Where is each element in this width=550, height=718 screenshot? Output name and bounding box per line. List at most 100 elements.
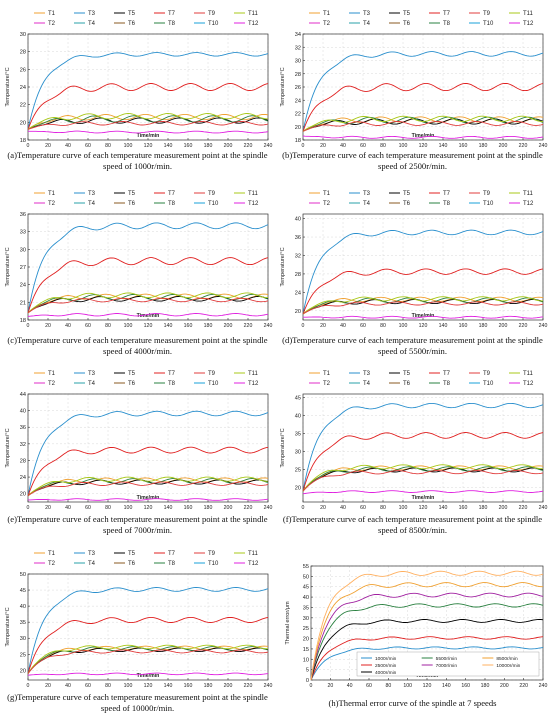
x-tick-label: 140 bbox=[164, 143, 173, 149]
x-tick-label: 240 bbox=[264, 505, 273, 511]
x-tick-label: 40 bbox=[65, 683, 71, 689]
y-axis-label: Temperature/°C bbox=[5, 247, 11, 286]
x-tick-label: 240 bbox=[264, 323, 273, 329]
x-tick-label: 160 bbox=[459, 505, 468, 511]
legend-label: T9 bbox=[208, 551, 216, 557]
x-axis-label: Time/min bbox=[412, 313, 435, 319]
x-tick-label: 220 bbox=[519, 323, 528, 329]
x-tick-label: 80 bbox=[385, 683, 391, 689]
x-tick-label: 20 bbox=[320, 143, 326, 149]
y-tick-label: 20 bbox=[295, 486, 301, 492]
series-line-2500r-min bbox=[310, 636, 544, 681]
x-tick-label: 240 bbox=[539, 505, 548, 511]
series-line-T12 bbox=[27, 130, 269, 134]
series-line-T11 bbox=[27, 476, 268, 497]
y-tick-label: 28 bbox=[295, 72, 301, 78]
x-tick-label: 160 bbox=[459, 323, 468, 329]
series-line-T1 bbox=[27, 113, 269, 130]
x-tick-label: 180 bbox=[479, 323, 488, 329]
series-line-T9 bbox=[27, 649, 269, 674]
series-line-T7 bbox=[302, 432, 544, 492]
series-line-T1 bbox=[302, 465, 544, 492]
legend-label: T1 bbox=[323, 371, 331, 377]
legend-label: T4 bbox=[88, 561, 96, 567]
legend-label: 1000r/min bbox=[375, 656, 397, 662]
x-tick-label: 220 bbox=[244, 323, 253, 329]
series-line-T7 bbox=[302, 268, 544, 315]
y-tick-label: 22 bbox=[20, 103, 26, 109]
x-axis-label: Time/min bbox=[137, 313, 160, 319]
x-tick-label: 60 bbox=[85, 683, 91, 689]
y-tick-label: 26 bbox=[295, 85, 301, 91]
legend-label: T5 bbox=[403, 371, 411, 377]
legend-label: T12 bbox=[523, 381, 534, 387]
y-tick-label: 30 bbox=[20, 636, 26, 642]
series-line-T12 bbox=[27, 672, 269, 676]
legend-label: T8 bbox=[443, 201, 451, 207]
series-line-T9 bbox=[27, 297, 269, 314]
x-tick-label: 40 bbox=[340, 505, 346, 511]
x-tick-label: 160 bbox=[184, 143, 193, 149]
legend-label: T11 bbox=[248, 551, 259, 557]
y-tick-label: 20 bbox=[20, 492, 26, 498]
series-line-T3 bbox=[27, 587, 269, 674]
legend-label: T11 bbox=[248, 11, 259, 17]
x-axis-label: Time/min bbox=[412, 133, 435, 139]
caption-a: (a)Temperature curve of each temperature… bbox=[7, 150, 268, 171]
y-tick-label: 24 bbox=[20, 85, 26, 91]
x-tick-label: 60 bbox=[360, 505, 366, 511]
y-tick-label: 22 bbox=[295, 112, 301, 118]
legend-label: T1 bbox=[48, 11, 56, 17]
x-tick-label: 0 bbox=[302, 143, 305, 149]
series-line-1000r-min bbox=[310, 646, 544, 681]
legend-label: 4000r/min bbox=[375, 670, 397, 676]
y-tick-label: 28 bbox=[20, 50, 26, 56]
y-axis-label: Temperature/°C bbox=[5, 67, 11, 106]
y-tick-label: 27 bbox=[20, 265, 26, 271]
series-line-T9 bbox=[302, 470, 544, 492]
series-line-T7 bbox=[27, 83, 269, 130]
x-tick-label: 140 bbox=[439, 143, 448, 149]
series-line-T8 bbox=[27, 646, 269, 674]
y-tick-label: 40 bbox=[295, 414, 301, 420]
x-tick-label: 220 bbox=[244, 683, 253, 689]
legend-label: T2 bbox=[323, 381, 331, 387]
x-tick-label: 120 bbox=[423, 683, 432, 689]
y-tick-label: 20 bbox=[303, 637, 309, 643]
legend-label: T6 bbox=[128, 21, 136, 27]
y-tick-label: 21 bbox=[20, 300, 26, 306]
legend-label: T8 bbox=[443, 21, 451, 27]
x-tick-label: 240 bbox=[539, 683, 548, 689]
y-tick-label: 15 bbox=[303, 647, 309, 653]
series-line-T7 bbox=[302, 82, 544, 132]
series-line-T11 bbox=[27, 113, 268, 130]
x-tick-label: 200 bbox=[224, 505, 233, 511]
series-line-T8 bbox=[27, 115, 269, 130]
legend-label: T4 bbox=[363, 201, 371, 207]
y-tick-label: 45 bbox=[295, 396, 301, 402]
legend-label: T6 bbox=[403, 21, 411, 27]
legend-label: T3 bbox=[363, 371, 371, 377]
y-tick-label: 45 bbox=[20, 588, 26, 594]
y-tick-label: 24 bbox=[295, 290, 301, 296]
y-tick-label: 36 bbox=[20, 212, 26, 218]
y-axis-label: Temperature/°C bbox=[5, 607, 11, 646]
x-tick-label: 160 bbox=[184, 683, 193, 689]
legend-label: T11 bbox=[248, 191, 259, 197]
y-tick-label: 24 bbox=[20, 283, 26, 289]
legend-label: T5 bbox=[128, 11, 136, 17]
legend-label: T12 bbox=[523, 201, 534, 207]
legend-label: T3 bbox=[88, 191, 96, 197]
x-tick-label: 120 bbox=[144, 323, 153, 329]
legend-label: T10 bbox=[208, 201, 219, 207]
legend-label: T9 bbox=[208, 371, 216, 377]
series-line-T7 bbox=[27, 616, 269, 674]
x-tick-label: 140 bbox=[439, 323, 448, 329]
series-line-7000r-min bbox=[310, 592, 544, 681]
legend-label: T12 bbox=[248, 21, 259, 27]
series-line-T3 bbox=[302, 402, 544, 492]
x-tick-label: 20 bbox=[45, 683, 51, 689]
x-tick-label: 80 bbox=[105, 143, 111, 149]
legend-label: T11 bbox=[523, 371, 534, 377]
chart-panel-a: 0 20 40 60 80 100 120 140 160 180 200 220 240 18 20 22 2… bbox=[0, 0, 275, 180]
